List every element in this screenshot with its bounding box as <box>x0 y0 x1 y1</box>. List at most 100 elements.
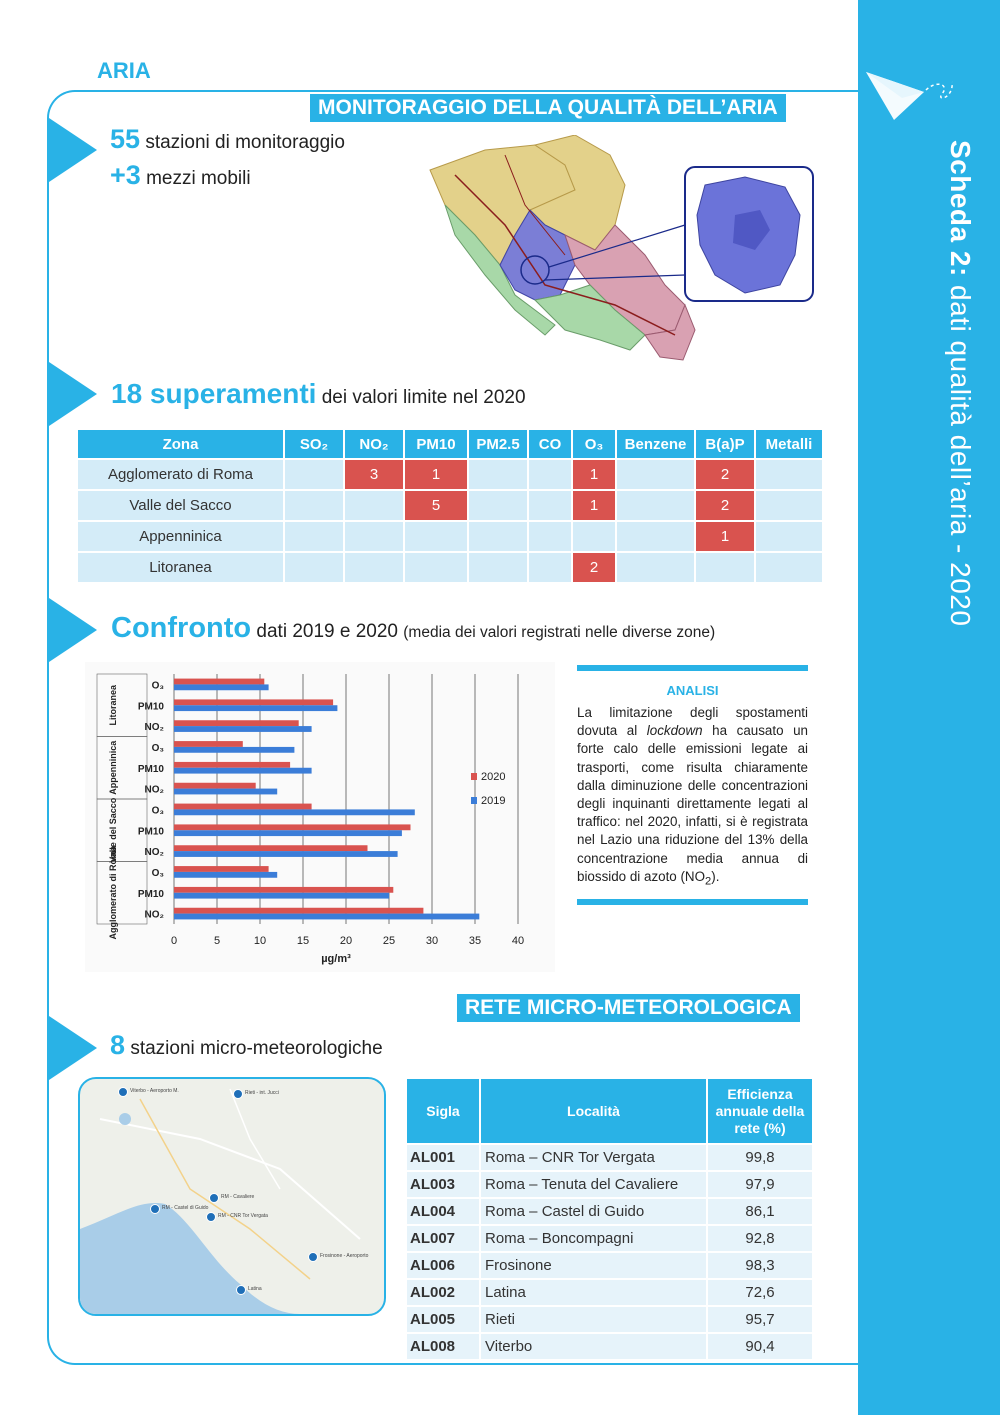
analysis-top-rule <box>577 665 808 671</box>
empty-cell <box>345 553 403 582</box>
bar-2020 <box>174 866 269 872</box>
exceedances-heading: 18 superamenti dei valori limite nel 202… <box>111 378 526 409</box>
x-tick-label: 25 <box>383 935 395 947</box>
confronto-heading: Confronto dati 2019 e 2020 (media dei va… <box>111 612 716 644</box>
empty-cell <box>529 460 571 489</box>
zone-cell: Valle del Sacco <box>78 491 283 520</box>
map-label: RM - Castel di Guido <box>162 1205 209 1211</box>
localita-cell: Roma – Castel di Guido <box>481 1199 706 1224</box>
monitoring-title: MONITORAGGIO DELLA QUALITÀ DELL’ARIA <box>310 94 786 122</box>
eff-cell: 95,7 <box>708 1307 812 1332</box>
empty-cell <box>617 491 694 520</box>
bar-2019 <box>174 684 269 691</box>
eff-cell: 92,8 <box>708 1226 812 1251</box>
empty-cell <box>529 553 571 582</box>
analysis-bottom-rule <box>577 898 808 905</box>
y-tick-label: NO₂ <box>145 847 164 858</box>
y-tick-label: PM10 <box>138 701 165 712</box>
bar-2020 <box>174 803 312 810</box>
exceedance-cell: 5 <box>405 491 467 520</box>
bar-2019 <box>174 913 480 920</box>
table-row: AL008 Viterbo 90,4 <box>407 1334 812 1359</box>
y-tick-label: NO₂ <box>145 722 164 733</box>
map-label: RM - CNR Tor Vergata <box>218 1213 268 1219</box>
map-pin <box>308 1252 318 1262</box>
bar-2019 <box>174 871 278 878</box>
bar-2020 <box>174 720 299 727</box>
col-header: B(a)P <box>696 430 754 458</box>
eff-cell: 72,6 <box>708 1280 812 1305</box>
localita-cell: Latina <box>481 1280 706 1305</box>
localita-cell: Viterbo <box>481 1334 706 1359</box>
eff-cell: 98,3 <box>708 1253 812 1278</box>
section-arrow <box>49 598 97 662</box>
exceedance-cell: 1 <box>573 491 615 520</box>
map-pin <box>236 1285 246 1295</box>
meteo-stations-table: Sigla Località Efficienza annuale della … <box>405 1077 814 1361</box>
section-heading: ARIA <box>97 58 151 83</box>
col-header: Metalli <box>756 430 822 458</box>
empty-cell <box>405 522 467 551</box>
col-header: Sigla <box>407 1079 479 1143</box>
bar-2020 <box>174 699 334 706</box>
empty-cell <box>756 522 822 551</box>
bar-2019 <box>174 809 415 816</box>
legend-label: 2019 <box>481 795 505 807</box>
map-label: Rieti - int. Jucci <box>245 1090 279 1096</box>
map-pin <box>118 1087 128 1097</box>
side-band: Scheda 2: dati qualità dell’aria - 2020 <box>858 0 1000 1415</box>
map-label: Viterbo - Aeroporto M. <box>130 1088 179 1094</box>
y-tick-label: PM10 <box>138 826 165 837</box>
y-tick-label: O₃ <box>152 868 165 879</box>
analysis-text: La limitazione degli spostamenti dovuta … <box>577 705 808 888</box>
sigla-cell: AL003 <box>407 1172 479 1197</box>
table-row: Appenninica 1 <box>78 522 822 551</box>
x-axis-label: µg/m³ <box>321 953 351 965</box>
localita-cell: Roma – CNR Tor Vergata <box>481 1145 706 1170</box>
y-tick-label: PM10 <box>138 889 165 900</box>
group-label: Valle del Sacco <box>108 797 118 863</box>
empty-cell <box>756 460 822 489</box>
bar-2020 <box>174 741 243 747</box>
group-label: Appenninica <box>108 740 118 795</box>
y-tick-label: O₃ <box>152 680 165 691</box>
empty-cell <box>696 553 754 582</box>
paper-plane-icon <box>866 72 953 120</box>
analysis-box: ANALISI La limitazione degli spostamenti… <box>577 665 808 905</box>
sheet-title: Scheda 2: dati qualità dell’aria - 2020 <box>945 140 976 627</box>
exceedance-cell: 3 <box>345 460 403 489</box>
x-tick-label: 0 <box>171 935 177 947</box>
bar-2020 <box>174 824 411 831</box>
col-header: Località <box>481 1079 706 1143</box>
x-tick-label: 30 <box>426 935 438 947</box>
bar-2019 <box>174 767 312 774</box>
x-tick-label: 40 <box>512 935 524 947</box>
empty-cell <box>469 491 527 520</box>
empty-cell <box>756 491 822 520</box>
col-header: Zona <box>78 430 283 458</box>
localita-cell: Frosinone <box>481 1253 706 1278</box>
eff-cell: 86,1 <box>708 1199 812 1224</box>
section-arrow <box>49 1016 97 1080</box>
empty-cell <box>617 460 694 489</box>
stations-count: 55 stazioni di monitoraggio <box>110 124 345 154</box>
section-arrow <box>49 118 97 182</box>
sigla-cell: AL004 <box>407 1199 479 1224</box>
exceedance-cell: 2 <box>696 491 754 520</box>
exceedance-cell: 2 <box>696 460 754 489</box>
empty-cell <box>617 522 694 551</box>
exceedance-cell: 1 <box>696 522 754 551</box>
sigla-cell: AL001 <box>407 1145 479 1170</box>
empty-cell <box>529 522 571 551</box>
group-label: Litoranea <box>108 684 118 726</box>
sigla-cell: AL002 <box>407 1280 479 1305</box>
legend-swatch <box>471 773 477 780</box>
col-header: Benzene <box>617 430 694 458</box>
eff-cell: 99,8 <box>708 1145 812 1170</box>
table-row: AL004 Roma – Castel di Guido 86,1 <box>407 1199 812 1224</box>
x-tick-label: 15 <box>297 935 309 947</box>
meteo-count: 8 stazioni micro-meteorologiche <box>110 1030 383 1060</box>
lazio-zones-map <box>429 135 814 361</box>
y-tick-label: NO₂ <box>145 785 164 796</box>
bar-2019 <box>174 830 402 837</box>
